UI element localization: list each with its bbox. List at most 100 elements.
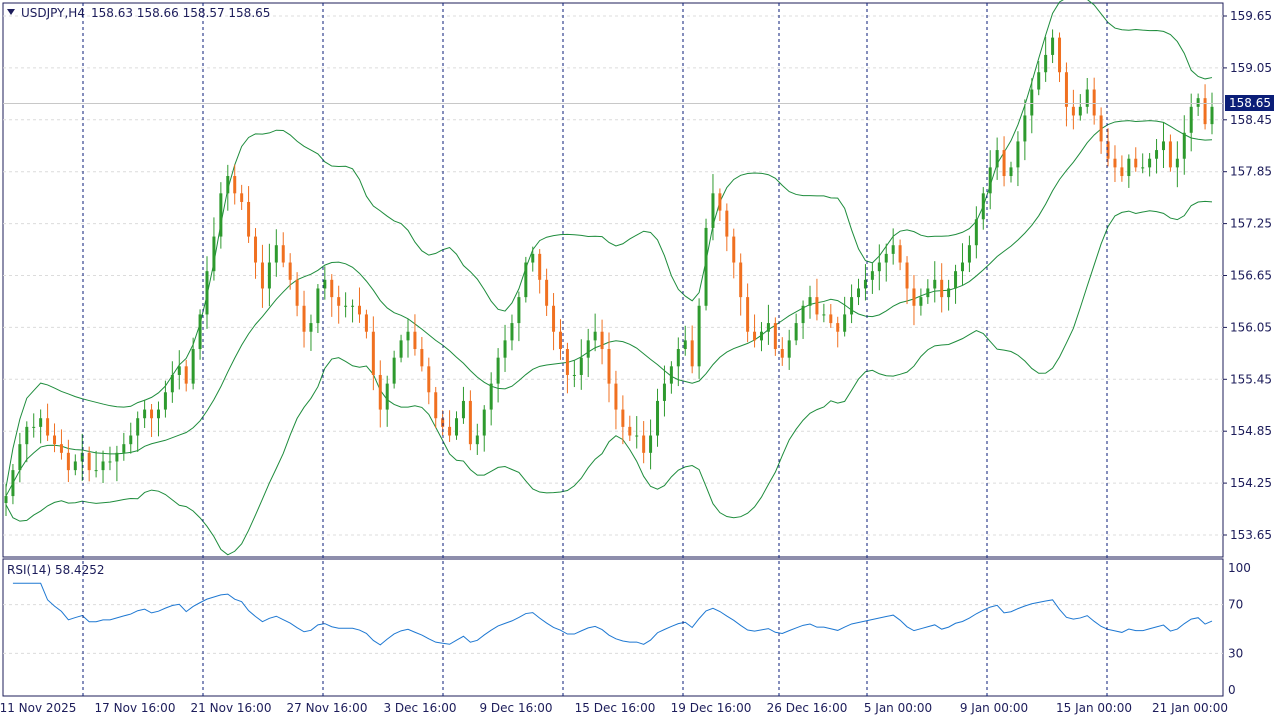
candle-body <box>1051 37 1055 55</box>
candle-body <box>954 271 958 289</box>
candle-body <box>1127 158 1131 177</box>
candle-body <box>1196 98 1200 107</box>
candle-body <box>448 426 452 436</box>
candle-body <box>593 331 597 341</box>
time-tick-label: 26 Dec 16:00 <box>767 701 848 715</box>
candle-body <box>18 444 22 471</box>
candle-body <box>399 340 403 358</box>
candle-body <box>143 409 147 419</box>
candle-body <box>863 279 867 289</box>
time-tick-label: 3 Dec 16:00 <box>383 701 456 715</box>
price-tick-label: 153.65 <box>1230 528 1272 542</box>
candle-body <box>66 452 70 471</box>
candle-body <box>1161 141 1165 151</box>
candle-body <box>891 245 895 254</box>
candle-body <box>420 349 424 367</box>
candle-body <box>960 262 964 272</box>
candle-body <box>642 435 646 453</box>
candle-body <box>1134 158 1138 168</box>
candle-body <box>607 349 611 384</box>
candle-body <box>254 236 258 263</box>
time-tick-label: 11 Nov 2025 <box>0 701 76 715</box>
candle-body <box>600 331 604 350</box>
candle-body <box>455 418 459 436</box>
candle-body <box>1092 89 1096 116</box>
candle-body <box>905 262 909 289</box>
candle-body <box>461 400 465 419</box>
candle-body <box>330 279 334 298</box>
price-tick-label: 156.05 <box>1230 320 1272 334</box>
candle-body <box>1168 141 1172 168</box>
candle-body <box>676 349 680 367</box>
candle-body <box>1078 106 1082 116</box>
candle-body <box>191 349 195 384</box>
candle-body <box>392 357 396 384</box>
candle-body <box>364 314 368 332</box>
candle-body <box>1016 141 1020 168</box>
candle-body <box>1106 141 1110 159</box>
candle-body <box>503 340 507 358</box>
candle-body <box>690 340 694 367</box>
candle-body <box>974 219 978 246</box>
candle-body <box>746 297 750 332</box>
candle-body <box>1189 106 1193 133</box>
candle-body <box>441 418 445 427</box>
candle-body <box>1085 89 1089 107</box>
candle-body <box>843 314 847 332</box>
current-price-tag <box>1225 95 1274 111</box>
dropdown-triangle-icon[interactable] <box>7 9 15 15</box>
candle-body <box>947 288 951 298</box>
candle-body <box>226 176 230 194</box>
price-tick-label: 157.25 <box>1230 217 1272 231</box>
price-tick-label: 154.25 <box>1230 476 1272 490</box>
candle-body <box>371 331 375 375</box>
candle-body <box>122 444 126 453</box>
candle-body <box>46 418 50 436</box>
candle-body <box>1113 158 1117 168</box>
candle-body <box>614 383 618 410</box>
candle-body <box>635 435 639 437</box>
candle-body <box>25 426 29 445</box>
candle-body <box>857 288 861 298</box>
candle-body <box>357 305 361 315</box>
price-tick-label: 154.85 <box>1230 424 1272 438</box>
candle-body <box>524 262 528 298</box>
candle-body <box>11 470 15 497</box>
candle-body <box>434 392 438 419</box>
candle-body <box>1182 132 1186 159</box>
candle-body <box>919 297 923 306</box>
candle-body <box>496 357 500 384</box>
candle-body <box>753 331 757 341</box>
candle-body <box>1009 167 1013 177</box>
candle-body <box>884 253 888 263</box>
rsi-label: RSI(14) 58.4252 <box>7 563 105 577</box>
candle-body <box>759 331 763 341</box>
candle-body <box>59 444 63 453</box>
candle-body <box>73 461 77 471</box>
candle-body <box>351 305 355 307</box>
candle-body <box>697 305 701 367</box>
candle-body <box>1155 150 1159 159</box>
candle-body <box>801 305 805 324</box>
rsi-panel[interactable] <box>2 558 1224 697</box>
candle-body <box>794 323 798 341</box>
candle-body <box>988 167 992 194</box>
time-tick-label: 21 Jan 00:00 <box>1152 701 1228 715</box>
rsi-tick-label: 70 <box>1228 598 1243 612</box>
candle-body <box>240 193 244 202</box>
ohlc-values: 158.63 158.66 158.57 158.65 <box>91 6 270 20</box>
candle-body <box>649 435 653 453</box>
candle-body <box>115 452 119 462</box>
candle-body <box>198 314 202 350</box>
candle-body <box>163 392 167 410</box>
price-tick-label: 157.85 <box>1230 165 1272 179</box>
candle-body <box>940 279 944 298</box>
candle-body <box>870 271 874 280</box>
candle-body <box>475 435 479 445</box>
candle-body <box>1148 158 1152 168</box>
candle-body <box>531 253 535 263</box>
candle-body <box>586 340 590 358</box>
candle-body <box>808 297 812 306</box>
candle-body <box>177 366 181 375</box>
